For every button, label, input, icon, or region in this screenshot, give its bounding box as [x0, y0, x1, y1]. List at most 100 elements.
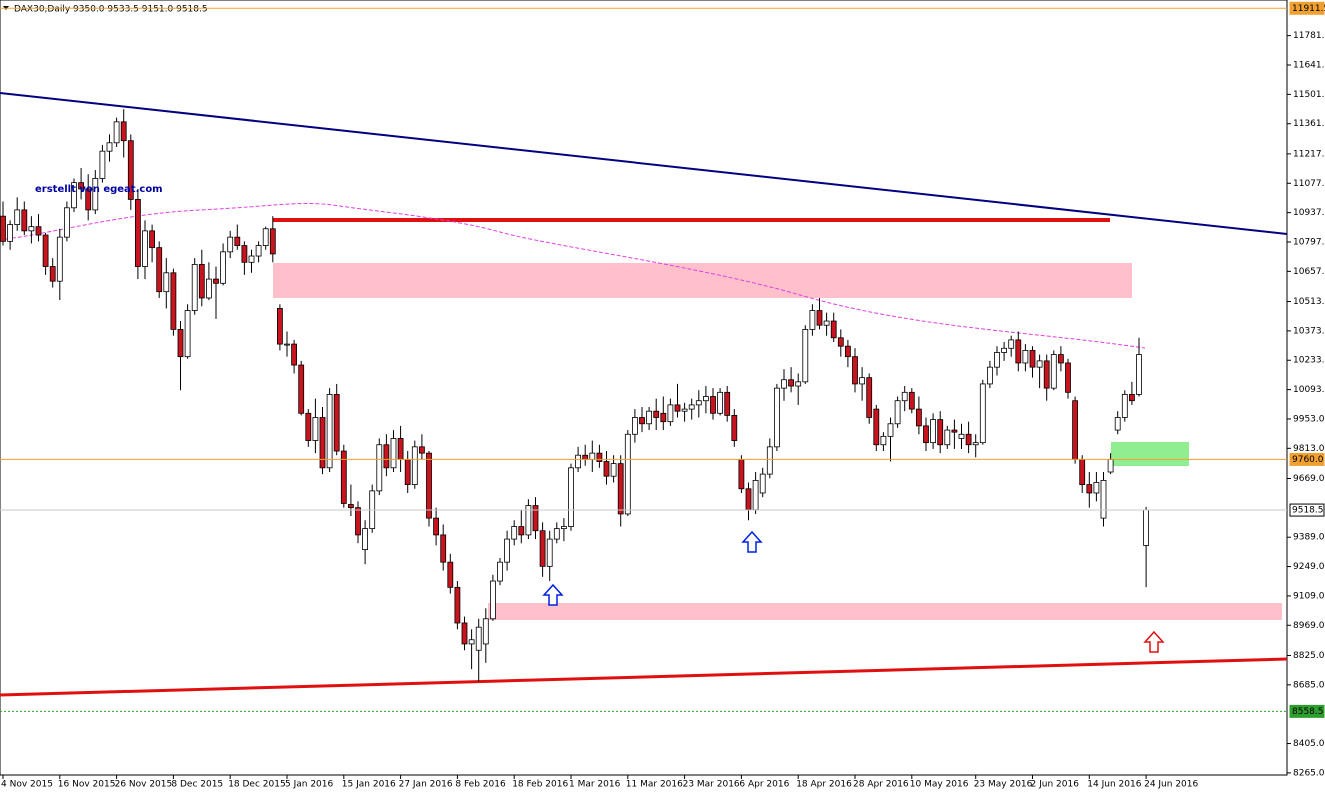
candle-body	[624, 433, 631, 515]
candle-body	[248, 255, 255, 263]
candle-body	[695, 400, 702, 406]
x-tick-label: 26 Nov 2015	[115, 780, 173, 790]
y-tick-label: 9953.0	[1293, 414, 1325, 424]
candle-body	[347, 504, 354, 509]
candle-body	[617, 463, 624, 515]
candle-body	[1093, 482, 1100, 494]
y-tick-label: 9249.0	[1293, 562, 1325, 572]
candle-body	[972, 442, 979, 446]
candle-body	[575, 454, 581, 469]
price-label: 11911.5	[1292, 4, 1325, 14]
candle-body	[518, 526, 525, 536]
candle-body	[1129, 394, 1135, 402]
candle-body	[92, 178, 99, 211]
y-tick-label: 11217.0	[1293, 149, 1325, 159]
candle-body	[930, 419, 936, 444]
candle-body	[880, 435, 887, 446]
x-tick-label: 24 Jun 2016	[1144, 780, 1198, 790]
up-arrow	[741, 530, 763, 553]
x-tick-label: 16 Nov 2015	[58, 780, 116, 790]
x-tick-label: 18 Apr 2016	[796, 780, 852, 790]
resistance-zone	[273, 263, 1132, 298]
candle-body	[120, 121, 127, 142]
x-tick-label: 4 Nov 2015	[1, 780, 53, 790]
candle-body	[1136, 354, 1142, 395]
x-tick-label: 11 Mar 2016	[626, 780, 683, 790]
candle-body	[823, 320, 830, 326]
candle-body	[688, 404, 695, 410]
y-tick-label: 8825.0	[1293, 651, 1325, 661]
candle-body	[546, 538, 553, 567]
candle-body	[213, 278, 219, 284]
y-tick-label: 9109.0	[1293, 591, 1325, 601]
candle-body	[553, 528, 560, 540]
price-label-box	[1289, 704, 1325, 718]
candle-body	[447, 561, 454, 588]
candle-body	[276, 308, 283, 345]
support-zone	[488, 603, 1282, 620]
candle-body	[923, 425, 929, 444]
x-tick-label: 23 May 2016	[974, 780, 1033, 790]
price-label-box	[1289, 503, 1325, 517]
y-tick-label: 11781.0	[1293, 31, 1325, 41]
candle-body	[177, 329, 184, 358]
candle-body	[1015, 339, 1022, 364]
x-tick-label: 23 Mar 2016	[683, 780, 740, 790]
candle-body	[0, 215, 6, 242]
candle-body	[681, 408, 688, 412]
candle-body	[291, 343, 298, 366]
candle-body	[1143, 509, 1149, 546]
chart-title: DAX30,Daily 9350.0 9533.5 9151.0 9518.5	[14, 5, 208, 15]
moving-average	[0, 202, 1146, 349]
y-tick-label: 10093.0	[1293, 385, 1325, 395]
candle-body	[35, 226, 42, 236]
candle-body	[482, 618, 489, 645]
candle-body	[227, 236, 234, 253]
candle-body	[525, 505, 532, 536]
x-tick-label: 14 Jun 2016	[1087, 780, 1141, 790]
y-tick-label: 10233.0	[1293, 356, 1325, 366]
candle-body	[298, 364, 305, 414]
candle-body	[1001, 347, 1007, 353]
candle-body	[468, 639, 475, 645]
candle-body	[979, 383, 986, 444]
candle-body	[134, 199, 141, 267]
y-tick-label: 10937.0	[1293, 208, 1325, 218]
candle-body	[944, 429, 951, 446]
candle-body	[418, 446, 425, 454]
candle-body	[802, 329, 809, 383]
plot-frame	[0, 0, 1288, 776]
candle-body	[852, 356, 858, 385]
x-tick-label: 27 Jan 2016	[399, 780, 453, 790]
candle-body	[156, 247, 163, 293]
candle-body	[1050, 354, 1057, 389]
candle-body	[355, 507, 361, 536]
candle-body	[1022, 349, 1029, 364]
candle-body	[7, 224, 13, 242]
candle-body	[589, 452, 596, 460]
watermark: erstellt von egeat.com	[35, 184, 163, 195]
candle-body	[532, 505, 539, 532]
candle-body	[269, 228, 276, 255]
trend-line	[0, 92, 1288, 235]
candle-body	[951, 429, 958, 433]
candle-body	[113, 121, 120, 144]
candle-body	[766, 446, 773, 475]
candle-body	[340, 450, 347, 504]
candle-body	[184, 310, 191, 358]
candle-body	[21, 209, 28, 232]
candle-body	[1043, 360, 1050, 389]
candle-body	[837, 337, 844, 347]
price-label: 9760.0	[1292, 455, 1324, 465]
x-tick-label: 18 Dec 2015	[228, 780, 286, 790]
candle-body	[1036, 360, 1043, 368]
x-tick-label: 10 May 2016	[910, 780, 969, 790]
y-tick-label: 9813.0	[1293, 444, 1325, 454]
candle-body	[660, 412, 667, 423]
candle-body	[582, 454, 589, 460]
candle-body	[504, 538, 511, 563]
x-tick-label: 18 Feb 2016	[512, 780, 568, 790]
candle-body	[1065, 362, 1071, 393]
candle-body	[42, 234, 49, 267]
candle-body	[539, 530, 546, 567]
